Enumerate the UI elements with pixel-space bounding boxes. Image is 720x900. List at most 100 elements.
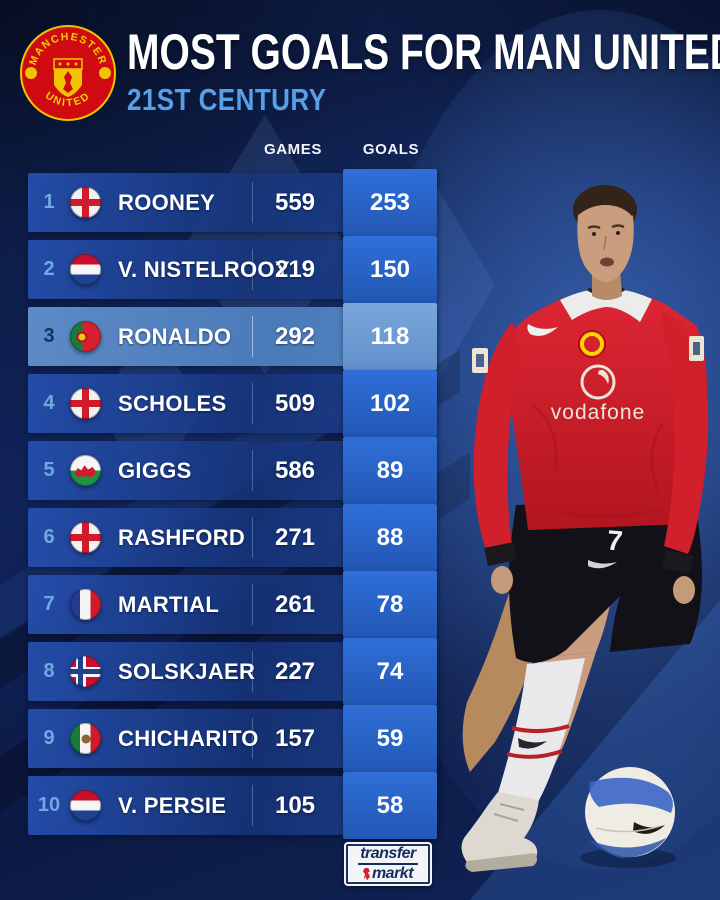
- goals-badge: 74: [343, 638, 437, 705]
- column-divider: [252, 249, 253, 290]
- flag-icon: [70, 656, 101, 687]
- table-row: 4 SCHOLES 509 102: [28, 370, 437, 437]
- rank-label: 6: [43, 526, 55, 548]
- games-value: 292: [274, 322, 316, 350]
- rank-label: 2: [43, 258, 55, 280]
- flag-icon: [70, 522, 101, 553]
- goals-value: 88: [376, 523, 404, 551]
- flag-icon: [70, 790, 101, 821]
- shirt-collar: [560, 288, 652, 322]
- goals-badge: 89: [343, 437, 437, 504]
- column-divider: [252, 785, 253, 826]
- transfermarkt-logo: transfer markt: [344, 842, 432, 886]
- player-name: MARTIAL: [118, 591, 220, 617]
- player-right-sleeve: [660, 312, 709, 604]
- column-divider: [252, 517, 253, 558]
- column-header-games: GAMES: [263, 141, 322, 158]
- column-divider: [252, 651, 253, 692]
- column-divider: [252, 182, 253, 223]
- column-divider: [252, 450, 253, 491]
- goals-value: 58: [376, 791, 404, 819]
- page-title: MOST GOALS FOR MAN UNITED: [127, 24, 720, 80]
- flag-icon: [70, 455, 101, 486]
- table-row: 1 ROONEY 559 253: [28, 169, 437, 236]
- rank-label: 7: [43, 593, 55, 615]
- goals-value: 59: [376, 724, 404, 752]
- goals-value: 118: [370, 322, 410, 350]
- player-shorts: 7: [508, 497, 702, 663]
- flag-icon: [70, 388, 101, 419]
- column-divider: [252, 718, 253, 759]
- table-row: 9 CHICHARITO 157 59: [28, 705, 437, 772]
- shirt-crest-icon: [578, 330, 606, 358]
- column-divider: [252, 383, 253, 424]
- football-icon: [580, 767, 676, 868]
- table-row: 5 GIGGS 586 89: [28, 437, 437, 504]
- shorts-number: 7: [606, 524, 624, 556]
- flag-icon: [70, 589, 101, 620]
- games-value: 271: [274, 523, 316, 551]
- player-boot: [461, 792, 539, 872]
- player-name: GIGGS: [118, 457, 192, 483]
- games-value: 227: [274, 657, 316, 685]
- flag-icon: [70, 254, 101, 285]
- games-value: 261: [274, 590, 316, 618]
- flag-icon: [70, 321, 101, 352]
- goals-value: 150: [369, 255, 411, 283]
- games-value: 559: [274, 188, 316, 216]
- transfermarkt-devil-icon: [362, 867, 370, 881]
- nike-swoosh-icon: [527, 324, 558, 336]
- games-value: 157: [274, 724, 316, 752]
- flag-icon: [70, 723, 101, 754]
- player-left-sleeve: [472, 322, 520, 594]
- goals-value: 102: [369, 389, 411, 417]
- player-name: V. PERSIE: [118, 792, 227, 818]
- player-name: SCHOLES: [118, 390, 227, 416]
- table-row: 6 RASHFORD 271 88: [28, 504, 437, 571]
- games-value: 586: [274, 456, 316, 484]
- goals-value: 78: [376, 590, 404, 618]
- sponsor-text: vodafone: [551, 401, 645, 424]
- games-value: 105: [274, 791, 316, 819]
- column-divider: [252, 584, 253, 625]
- rank-label: 8: [43, 660, 55, 682]
- player-name: V. NISTELROOY: [118, 256, 290, 282]
- goals-badge: 78: [343, 571, 437, 638]
- man-united-crest: MANCHESTER UNITED: [20, 25, 116, 121]
- goals-badge: 118: [343, 303, 437, 370]
- table-row: 2 V. NISTELROOY 219 150: [28, 236, 437, 303]
- goals-badge: 59: [343, 705, 437, 772]
- rank-label: 10: [37, 794, 61, 816]
- player-name: SOLSKJAER: [118, 658, 256, 684]
- column-divider: [252, 316, 253, 357]
- player-name: RONALDO: [118, 323, 232, 349]
- goals-badge: 150: [343, 236, 437, 303]
- goals-badge: 88: [343, 504, 437, 571]
- transfermarkt-logo-line2: markt: [371, 865, 414, 882]
- goals-value: 89: [376, 456, 404, 484]
- goals-badge: 253: [343, 169, 437, 236]
- rank-label: 1: [43, 191, 55, 213]
- goals-badge: 102: [343, 370, 437, 437]
- column-header-goals: GOALS: [362, 141, 420, 158]
- rank-label: 4: [43, 392, 55, 414]
- vodafone-logo: vodafone: [551, 364, 645, 424]
- table-row: 3 RONALDO 292 118: [28, 303, 437, 370]
- player-head: [573, 185, 637, 300]
- goals-value: 253: [369, 188, 411, 216]
- table-row: 7 MARTIAL 261 78: [28, 571, 437, 638]
- flag-icon: [70, 187, 101, 218]
- games-value: 219: [274, 255, 316, 283]
- rank-label: 3: [43, 325, 55, 347]
- transfermarkt-logo-line1: transfer: [358, 846, 418, 865]
- player-sock: [498, 658, 585, 802]
- games-value: 509: [274, 389, 316, 417]
- goals-badge: 58: [343, 772, 437, 839]
- table-row: 10 V. PERSIE 105 58: [28, 772, 437, 839]
- player-name: ROONEY: [118, 189, 216, 215]
- rank-label: 5: [43, 459, 55, 481]
- rank-label: 9: [43, 727, 55, 749]
- goals-value: 74: [376, 657, 404, 685]
- leaderboard-table: 1 ROONEY 559 253 2 V. NISTELROOY 219 150…: [28, 169, 437, 839]
